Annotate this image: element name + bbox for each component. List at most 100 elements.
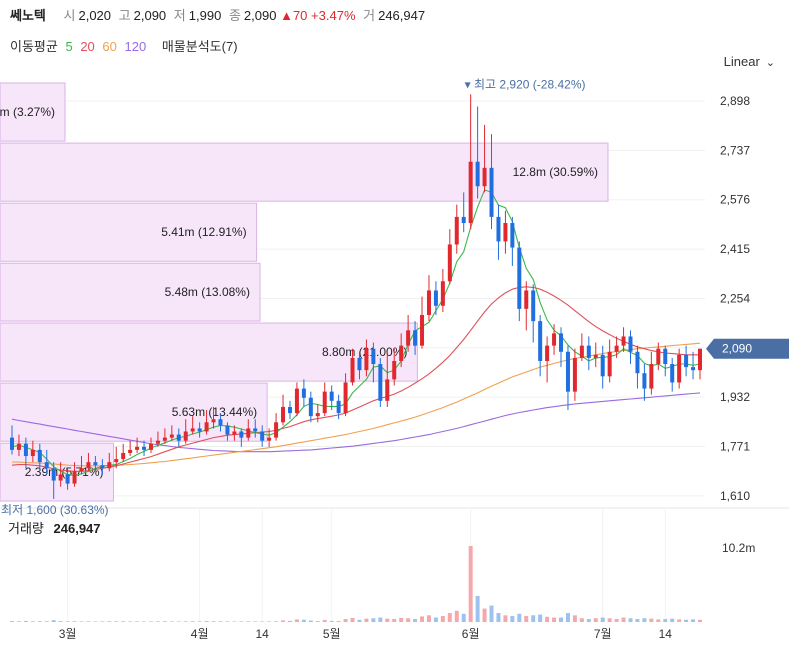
scale-selector[interactable]: Linear ⌄ [724,54,775,69]
high-low-markers: ▾ 최고 2,920 (-28.42%) ▴ 최저 1,600 (30.63%) [0,77,585,517]
volume-bar [447,613,452,622]
candle-body [489,167,494,217]
candle-body [420,314,425,346]
volume-bar [287,620,292,622]
volume-bar [51,620,56,622]
volume-bar [148,621,153,622]
ma20-label[interactable]: 20 [80,39,95,54]
candle-body [204,422,209,432]
x-tick-label: 5월 [323,627,341,641]
ma5-label[interactable]: 5 [65,39,73,54]
low-value: 1,990 [188,8,222,23]
candle-body [260,431,265,441]
volume-bar [86,621,91,622]
volume-bar [454,610,459,622]
volume-bar [65,621,70,622]
candle-body [169,434,174,438]
volume-bar [23,620,28,622]
candle-body [322,391,327,414]
ma5-line [11,189,701,477]
volume-bar [322,619,327,622]
candlesticks [10,94,702,499]
candle-body [614,345,619,352]
candle-body [684,354,689,368]
volume-bar [698,619,702,622]
close-label: 종 [228,8,241,23]
volume-profile-label: 2.39m (5.71%) [25,465,104,479]
moving-average-lines [11,189,701,477]
candle-body [399,345,404,361]
candle-body [162,437,167,441]
moving-average-label[interactable]: 이동평균 [10,39,58,54]
y-tick-label: 2,254 [720,291,750,305]
volume-profile-bar [0,142,609,202]
candle-body [572,357,577,392]
volume-bar [677,619,682,622]
volume-panel-title: 거래량 246,947 [8,521,101,536]
candle-body [16,443,21,450]
candle-body [93,462,98,466]
volume-bar [197,621,202,622]
volume-profile-label: 12.8m (30.59%) [513,165,598,179]
candle-body [517,247,522,309]
volume-bar [621,617,626,622]
candle-body [698,348,702,371]
candle-body [468,161,473,224]
candle-body [23,443,28,457]
candle-body [371,348,376,365]
volume-bar [10,621,14,622]
candle-body [72,471,77,484]
volume-bar [260,621,265,622]
volume-profile-bar [0,82,66,142]
volume-bar [475,595,480,622]
volume-bar [579,618,584,622]
volume-profile-label[interactable]: 매물분석도(7) [161,39,238,54]
volume-bar [413,619,418,622]
candle-body [426,290,431,315]
candle-body [37,449,42,463]
candle-body [114,459,119,463]
x-tick-label: 4월 [191,627,209,641]
candle-body [642,373,647,389]
candle-body [475,161,480,187]
volume-bar [649,618,654,622]
chevron-down-icon: ⌄ [765,57,775,69]
volume-bar [142,621,147,622]
candle-body [315,413,320,417]
candle-body [10,437,14,450]
volume-profile-bar [0,202,258,262]
candle-body [461,216,466,224]
volume-bar [656,619,661,622]
volume-bar [93,621,98,622]
ma120-label[interactable]: 120 [124,39,147,54]
candle-body [663,348,668,365]
candle-body [670,364,675,383]
volume-bar [218,621,223,622]
candle-body [218,419,223,426]
x-tick-label: 14 [256,627,270,641]
candle-body [176,434,181,441]
candle-body [65,474,70,484]
volume-bar [614,619,619,622]
low-label: 저 [173,8,186,23]
volume-bar [100,621,105,622]
volume-bar [670,618,675,622]
volume-bar [392,619,397,622]
volume-bar [406,618,411,622]
candle-body [190,428,195,432]
volume-bar [691,619,696,622]
volume-bar [635,619,640,622]
ma20-line [11,286,700,472]
current-price-label: 2,090 [722,342,752,356]
candle-body [308,397,313,417]
volume-bar [357,619,362,622]
candle-body [378,364,383,401]
ma60-label[interactable]: 60 [102,39,117,54]
volume-bar [510,616,515,622]
x-tick-label: 6월 [462,627,480,641]
candle-body [482,167,487,187]
x-tick-label: 14 [659,627,673,641]
axes: 2,8982,7372,5762,4152,2542,0931,9321,771… [59,94,789,641]
candle-body [364,348,369,371]
